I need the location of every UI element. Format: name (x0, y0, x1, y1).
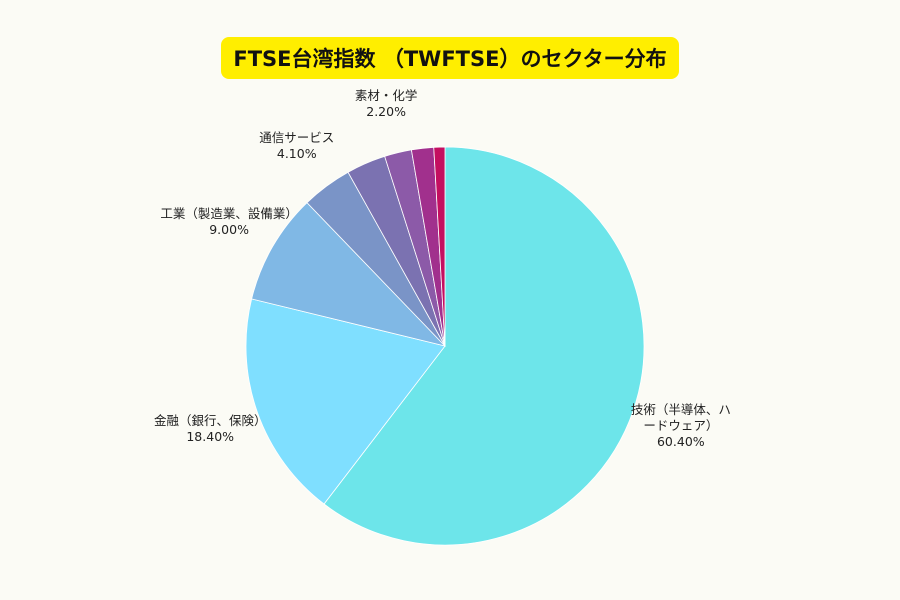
slice-label: 素材・化学 (355, 88, 418, 103)
title-wrap: FTSE台湾指数 （TWFTSE）のセクター分布 (0, 37, 900, 79)
slice-label: 通信サービス (259, 130, 334, 145)
slice-value-label: 9.00% (209, 222, 249, 237)
slice-label: 工業（製造業、設備業） (160, 206, 298, 221)
slice-label: 技術（半導体、ハ (631, 402, 731, 417)
chart-title: FTSE台湾指数 （TWFTSE）のセクター分布 (221, 37, 679, 79)
slice-value-label: 2.20% (366, 104, 406, 119)
pie-slice (433, 146, 446, 347)
slice-label: ードウェア） (643, 418, 718, 433)
slice-value-label: 18.40% (186, 429, 234, 444)
slice-value-label: 60.40% (657, 434, 705, 449)
slice-value-label: 4.10% (277, 146, 317, 161)
pie-slice (245, 298, 446, 505)
pie-slice (323, 146, 645, 546)
pie-slice (251, 202, 447, 347)
slice-label: 金融（銀行、保険） (154, 413, 267, 428)
